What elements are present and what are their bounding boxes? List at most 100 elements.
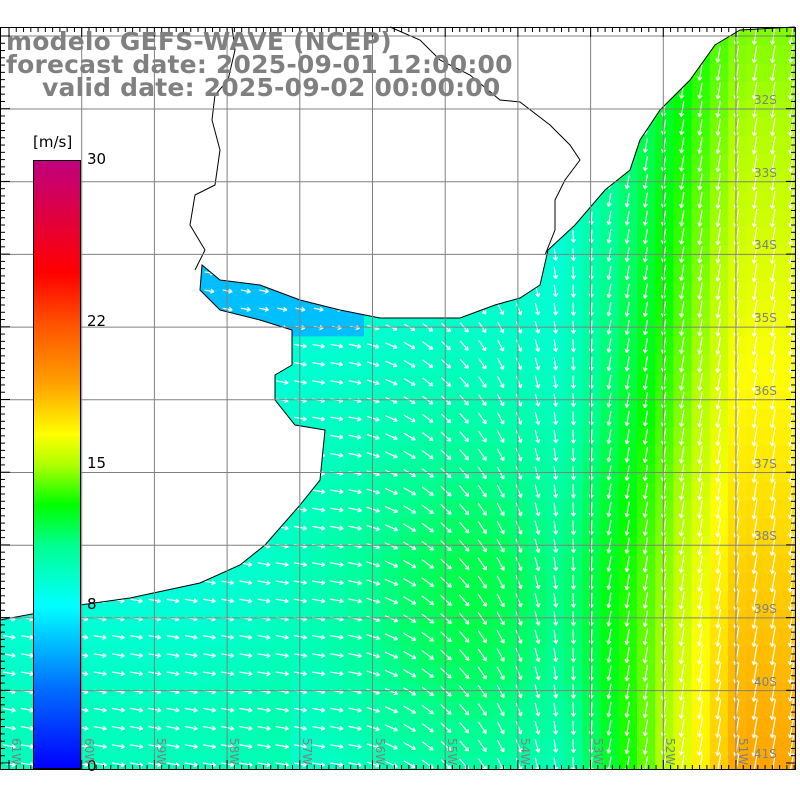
wind-cell — [182, 409, 201, 428]
wind-cell — [127, 336, 147, 356]
wind-cell — [145, 372, 165, 392]
wind-cell — [291, 190, 310, 210]
wind-arrow — [534, 230, 541, 243]
wind-cell — [582, 136, 602, 155]
wind-arrow — [21, 452, 34, 458]
wind-arrow — [202, 707, 217, 713]
wind-arrow — [313, 270, 324, 276]
wind-arrow — [751, 590, 758, 611]
wind-arrow — [366, 561, 381, 568]
wind-cell — [236, 354, 256, 374]
wind-cell — [145, 209, 165, 228]
wind-arrow — [570, 520, 577, 535]
wind-arrow — [112, 634, 125, 640]
wind-cell — [218, 536, 238, 556]
wind-cell — [254, 227, 274, 246]
wind-arrow — [642, 501, 649, 518]
wind-arrow — [348, 489, 362, 495]
wind-arrow — [95, 234, 106, 240]
wind-cell — [163, 263, 183, 283]
wind-arrow — [769, 263, 776, 283]
wind-arrow — [3, 561, 16, 567]
wind-arrow — [534, 357, 541, 371]
wind-arrow — [642, 65, 648, 81]
wind-arrow — [348, 725, 362, 731]
wind-arrow — [421, 668, 434, 678]
wind-arrow — [186, 234, 197, 240]
wind-arrow — [606, 411, 612, 426]
wind-cell — [0, 518, 19, 538]
wind-cell — [0, 336, 19, 356]
wind-arrow — [95, 288, 106, 294]
wind-cell — [600, 63, 620, 83]
wind-arrow — [203, 634, 216, 640]
wind-arrow — [348, 380, 362, 386]
wind-arrow — [459, 449, 470, 461]
wind-arrow — [553, 212, 559, 225]
wind-arrow — [259, 215, 270, 221]
latitude-label: 33S — [754, 165, 777, 180]
wind-arrow — [478, 230, 487, 242]
wind-arrow — [459, 430, 470, 443]
wind-arrow — [275, 743, 289, 750]
wind-arrow — [366, 706, 380, 714]
wind-arrow — [185, 470, 198, 476]
wind-arrow — [515, 357, 523, 371]
wind-arrow — [422, 268, 434, 277]
wind-cell — [509, 136, 529, 155]
wind-cell — [200, 445, 219, 465]
wind-arrow — [459, 503, 470, 516]
wind-cell — [273, 500, 292, 519]
wind-arrow — [403, 668, 417, 678]
wind-arrow — [477, 739, 487, 753]
wind-arrow — [624, 65, 630, 80]
wind-arrow — [477, 630, 488, 644]
wind-arrow — [348, 652, 362, 659]
wind-cell — [182, 500, 201, 519]
wind-arrow — [458, 594, 470, 607]
wind-arrow — [570, 84, 576, 98]
wind-cell — [546, 154, 565, 174]
wind-arrow — [769, 154, 776, 173]
wind-arrow — [459, 703, 470, 716]
wind-cell — [163, 391, 183, 410]
wind-arrow — [697, 700, 703, 720]
wind-arrow — [570, 702, 577, 717]
colorbar-label: 22 — [87, 311, 107, 330]
wind-arrow — [459, 412, 470, 424]
wind-cell — [382, 227, 401, 246]
wind-arrow — [185, 398, 198, 404]
wind-cell — [145, 281, 165, 301]
wind-arrow — [642, 301, 649, 317]
wind-arrow — [166, 525, 180, 531]
longitude-label: 51W — [736, 738, 750, 766]
wind-arrow — [277, 270, 288, 276]
colorbar-label: 30 — [87, 150, 107, 168]
wind-cell — [145, 118, 165, 137]
wind-arrow — [348, 452, 362, 458]
wind-cell — [109, 154, 128, 174]
wind-arrow — [277, 215, 288, 221]
wind-arrow — [21, 671, 34, 677]
wind-arrow — [477, 685, 487, 698]
wind-arrow — [422, 122, 434, 132]
wind-cell — [491, 136, 511, 155]
wind-arrow — [606, 501, 612, 518]
wind-cell — [91, 209, 110, 228]
wind-arrow — [239, 652, 253, 658]
wind-arrow — [769, 553, 776, 575]
wind-arrow — [3, 598, 16, 604]
wind-cell — [218, 463, 238, 483]
wind-arrow — [697, 554, 703, 574]
wind-cell — [400, 118, 420, 137]
wind-arrow — [257, 598, 271, 604]
wind-arrow — [606, 519, 612, 536]
wind-arrow — [697, 209, 703, 227]
wind-cell — [145, 409, 165, 428]
wind-arrow — [515, 266, 523, 279]
wind-cell — [527, 45, 547, 64]
wind-arrow — [788, 45, 794, 64]
wind-arrow — [678, 718, 685, 738]
wind-arrow — [350, 161, 360, 167]
wind-arrow — [366, 633, 381, 641]
